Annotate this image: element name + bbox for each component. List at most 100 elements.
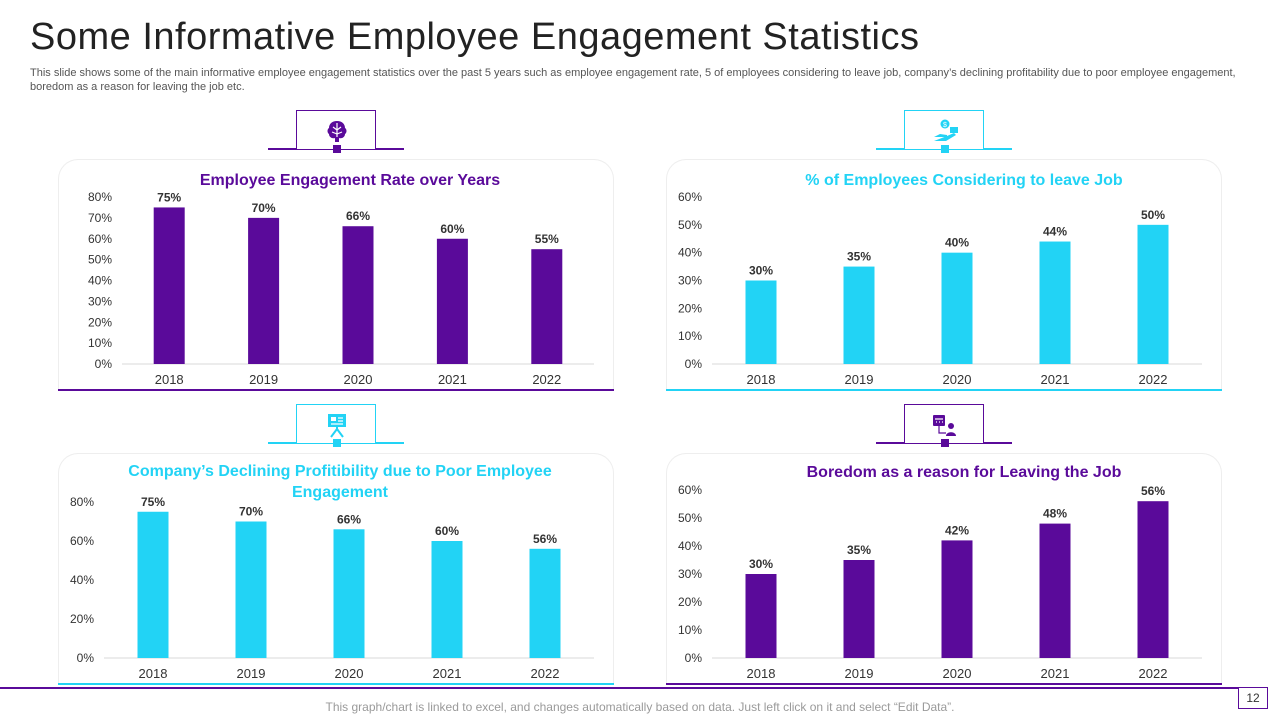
data-label: 44% — [1043, 225, 1067, 239]
chart-panel-engagement-rate — [58, 159, 614, 389]
chart-title-leave-job: % of Employees Considering to leave Job — [805, 172, 1123, 189]
y-tick-label: 30% — [678, 567, 702, 581]
bar — [436, 238, 468, 364]
x-tick-label: 2019 — [845, 666, 874, 681]
y-tick-label: 50% — [678, 511, 702, 525]
y-tick-label: 50% — [678, 218, 702, 232]
data-label: 60% — [440, 222, 464, 236]
data-label: 35% — [847, 543, 871, 557]
x-tick-label: 2022 — [531, 666, 560, 681]
icon-box-leave-job: $ — [904, 110, 984, 150]
x-tick-label: 2020 — [344, 372, 373, 387]
data-label: 35% — [847, 250, 871, 264]
data-label: 42% — [945, 523, 969, 537]
bar-chart-engagement-rate: 0% 10% 20% 30% 40% 50% 60% 70% 80% 75% 2018 70% 2019… — [88, 190, 594, 387]
x-tick-label: 2022 — [532, 372, 561, 387]
bar — [745, 574, 777, 658]
x-tick-label: 2021 — [438, 372, 467, 387]
y-tick-label: 40% — [70, 573, 94, 587]
icon-box-profitability — [296, 404, 376, 444]
bar — [1137, 501, 1169, 658]
bar — [137, 511, 169, 658]
data-label: 50% — [1141, 208, 1165, 222]
bar — [1039, 241, 1071, 364]
data-label: 70% — [239, 505, 263, 519]
data-label: 70% — [252, 201, 276, 215]
footer-note: This graph/chart is linked to excel, and… — [325, 700, 955, 714]
y-tick-label: 50% — [88, 253, 112, 267]
icon-dot — [333, 145, 341, 153]
data-label: 30% — [749, 264, 773, 278]
bar — [745, 280, 777, 364]
y-tick-label: 20% — [678, 595, 702, 609]
x-tick-label: 2018 — [747, 666, 776, 681]
y-tick-label: 0% — [95, 357, 113, 371]
brain-icon — [327, 121, 347, 142]
x-tick-label: 2018 — [155, 372, 184, 387]
data-label: 75% — [157, 190, 181, 204]
x-tick-label: 2021 — [1041, 666, 1070, 681]
y-tick-label: 10% — [88, 336, 112, 350]
bar — [333, 529, 365, 658]
x-tick-label: 2020 — [943, 666, 972, 681]
data-label: 48% — [1043, 507, 1067, 521]
bar — [941, 540, 973, 658]
bar — [941, 252, 973, 364]
bar — [248, 217, 280, 364]
y-tick-label: 40% — [678, 246, 702, 260]
icon-dot — [941, 439, 949, 447]
y-tick-label: 80% — [70, 495, 94, 509]
bar-chart-profitability: 0% 20% 40% 60% 80% 75% 2018 70% 2019 66% 2020 60% 20… — [70, 495, 594, 681]
x-tick-label: 2019 — [845, 372, 874, 387]
bar — [529, 548, 561, 658]
bar — [843, 266, 875, 364]
x-tick-label: 2021 — [1041, 372, 1070, 387]
chart-title-boredom: Boredom as a reason for Leaving the Job — [806, 464, 1122, 481]
panel-underline — [58, 683, 614, 685]
y-tick-label: 60% — [678, 190, 702, 204]
data-label: 55% — [535, 232, 559, 246]
data-label: 30% — [749, 557, 773, 571]
y-tick-label: 20% — [678, 301, 702, 315]
y-tick-label: 10% — [678, 329, 702, 343]
data-label: 75% — [141, 495, 165, 509]
panel-underline — [58, 389, 614, 391]
y-tick-label: 30% — [88, 294, 112, 308]
y-tick-label: 60% — [678, 483, 702, 497]
y-tick-label: 80% — [88, 190, 112, 204]
slide-subtitle: This slide shows some of the main inform… — [30, 67, 1236, 93]
y-tick-label: 20% — [88, 315, 112, 329]
y-tick-label: 0% — [685, 357, 703, 371]
x-tick-label: 2022 — [1139, 666, 1168, 681]
x-tick-label: 2018 — [747, 372, 776, 387]
bar — [1137, 224, 1169, 364]
panel-underline — [666, 683, 1222, 685]
data-label: 60% — [435, 524, 459, 538]
x-tick-label: 2020 — [335, 666, 364, 681]
data-label: 66% — [346, 209, 370, 223]
bar-chart-boredom: 0% 10% 20% 30% 40% 50% 60% 30% 2018 35% 2019 42% 202… — [678, 483, 1202, 681]
bar — [342, 226, 374, 364]
svg-text:$: $ — [943, 122, 947, 129]
y-tick-label: 60% — [88, 232, 112, 246]
bar — [531, 249, 563, 364]
bar-chart-leave-job: 0% 10% 20% 30% 40% 50% 60% 30% 2018 35% 2019 40% 202… — [678, 190, 1202, 387]
data-label: 56% — [1141, 484, 1165, 498]
presentation-board-icon — [328, 414, 346, 438]
data-label: 66% — [337, 512, 361, 526]
y-tick-label: 30% — [678, 274, 702, 288]
icon-dot — [941, 145, 949, 153]
icon-box-engagement — [296, 110, 376, 150]
page-number: 12 — [1238, 687, 1268, 709]
chart-title-profitability: Company’s Declining Profitibility due to… — [128, 463, 552, 501]
money-hand-icon: $ — [934, 119, 958, 141]
y-tick-label: 0% — [685, 651, 703, 665]
bar — [431, 541, 463, 658]
y-tick-label: 20% — [70, 612, 94, 626]
icon-box-boredom — [904, 404, 984, 444]
panel-underline — [666, 389, 1222, 391]
calendar-person-icon — [933, 415, 956, 436]
y-tick-label: 40% — [88, 274, 112, 288]
slide-title: Some Informative Employee Engagement Sta… — [30, 16, 920, 58]
bar — [153, 207, 185, 364]
